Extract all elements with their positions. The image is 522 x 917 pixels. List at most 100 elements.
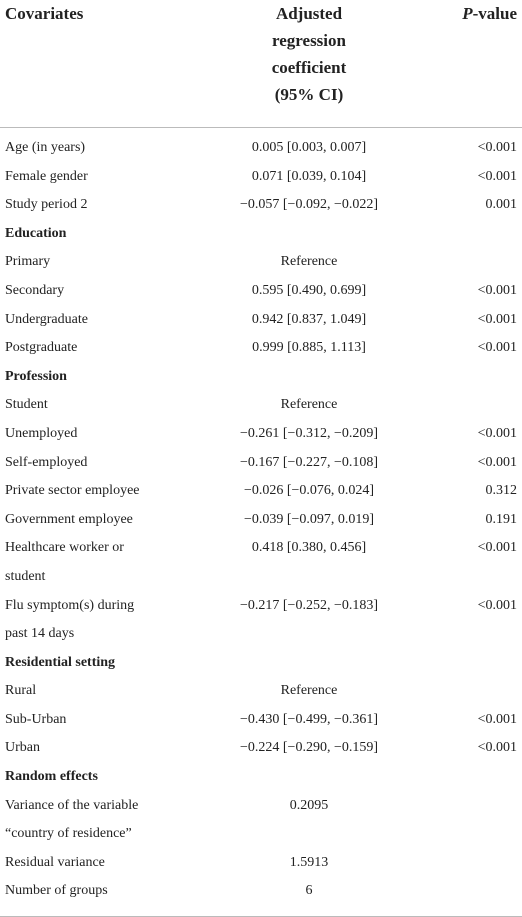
cell: Sub-Urban [5,711,67,727]
cell: Urban [5,740,40,756]
cell: Reference [280,254,338,270]
cell: 6 [235,877,383,917]
table-body: Age (in years) 0.005 [0.003, 0.007] <0.001… [0,128,522,917]
cell-line: student [5,568,46,584]
cell: Undergraduate [5,311,88,327]
cell: 0.191 [485,511,518,527]
cell [383,677,522,706]
cell [235,763,383,792]
cell-line: “country of residence” [5,826,132,842]
cell: Flu symptom(s) during past 14 days [0,592,235,649]
data-row: Sub-Urban −0.430 [−0.499, −0.361] <0.001 [0,706,522,735]
cell: <0.001 [477,340,517,356]
cell: 0.312 [485,483,518,499]
cell: 0.005 [0.003, 0.007] [251,140,367,155]
cell: −0.430 [−0.499, −0.361] [239,711,378,727]
header-row: Covariates Adjusted regression coefficient (… [0,0,522,128]
cell-line: Flu symptom(s) during [5,597,135,613]
data-row: Age (in years) 0.005 [0.003, 0.007] <0.001 [0,128,522,163]
data-row: Unemployed −0.261 [−0.312, −0.209] <0.001 [0,420,522,449]
cell [383,363,522,392]
cell [383,649,522,678]
cell [383,849,522,878]
cell: <0.001 [477,168,517,184]
data-row: Healthcare worker or student 0.418 [0.380,… [0,534,522,591]
cell: <0.001 [477,454,517,470]
column-header-line: regression [272,31,346,50]
cell: <0.001 [477,540,517,556]
data-row: Female gender 0.071 [0.039, 0.104] <0.001 [0,163,522,192]
data-row: Undergraduate 0.942 [0.837, 1.049] <0.001 [0,306,522,335]
cell: Student [5,397,48,413]
cell [235,363,383,392]
cell: Primary [5,254,51,270]
data-row: Private sector employee −0.026 [−0.076, 0… [0,477,522,506]
cell: Education [5,225,67,241]
cell: <0.001 [477,597,517,613]
cell: Reference [280,683,338,699]
data-row: Rural Reference [0,677,522,706]
cell: Number of groups [0,877,235,917]
section-row: Education [0,220,522,249]
cell: Self-employed [5,454,88,470]
cell: Profession [5,368,67,384]
data-row: Government employee −0.039 [−0.097, 0.019… [0,506,522,535]
data-row: Flu symptom(s) during past 14 days −0.217 … [0,592,522,649]
cell: 0.999 [0.885, 1.113] [252,340,366,356]
cell: <0.001 [477,425,517,441]
cell: Unemployed [5,425,78,441]
data-row: Urban −0.224 [−0.290, −0.159] <0.001 [0,734,522,763]
cell: <0.001 [477,282,517,298]
cell: 0.001 [485,197,518,213]
cell: −0.039 [−0.097, 0.019] [243,511,375,527]
cell [383,248,522,277]
section-row: Random effects [0,763,522,792]
column-header: Adjusted regression coefficient (95% CI) [235,0,383,128]
cell: Age (in years) [5,140,86,155]
cell: Healthcare worker or student [0,534,235,591]
cell [383,763,522,792]
data-row: Number of groups 6 [0,877,522,917]
column-header-line: (95% CI) [274,85,344,104]
column-header-line: coefficient [271,58,347,77]
data-row: Postgraduate 0.999 [0.885, 1.113] <0.001 [0,334,522,363]
cell [383,792,522,849]
data-row: Variance of the variable “country of resi… [0,792,522,849]
cell: Residual variance [5,854,105,870]
data-row: Student Reference [0,391,522,420]
column-header: P-value [383,0,522,128]
cell [235,220,383,249]
cell: 0.942 [0.837, 1.049] [251,311,367,327]
cell: Secondary [5,282,65,298]
column-header-line: Adjusted [275,4,343,23]
cell-line: past 14 days [5,626,75,642]
cell: 0.2095 [289,797,329,813]
cell: −0.057 [−0.092, −0.022] [239,197,378,213]
section-row: Profession [0,363,522,392]
cell: 1.5913 [289,854,329,870]
cell: 0.071 [0.039, 0.104] [251,168,367,184]
cell [383,391,522,420]
cell: <0.001 [477,311,517,327]
column-header: Covariates [0,0,235,128]
section-row: Residential setting [0,649,522,678]
cell: Government employee [5,511,133,527]
cell: <0.001 [477,140,517,155]
cell: Female gender [5,168,88,184]
cell: <0.001 [477,740,517,756]
cell: Rural [5,683,37,699]
cell: 0.595 [0.490, 0.699] [251,282,367,298]
data-row: Primary Reference [0,248,522,277]
cell-line: Healthcare worker or [5,540,124,556]
cell: Postgraduate [5,340,78,356]
data-row: Secondary 0.595 [0.490, 0.699] <0.001 [0,277,522,306]
cell-line: Variance of the variable [5,797,139,813]
cell: <0.001 [477,711,517,727]
cell: −0.167 [−0.227, −0.108] [239,454,378,470]
cell: 0.418 [0.380, 0.456] [251,540,367,556]
cell: −0.261 [−0.312, −0.209] [239,425,378,441]
cell: Study period 2 [5,197,88,213]
data-row: Residual variance 1.5913 [0,849,522,878]
data-row: Self-employed −0.167 [−0.227, −0.108] <0.0… [0,449,522,478]
